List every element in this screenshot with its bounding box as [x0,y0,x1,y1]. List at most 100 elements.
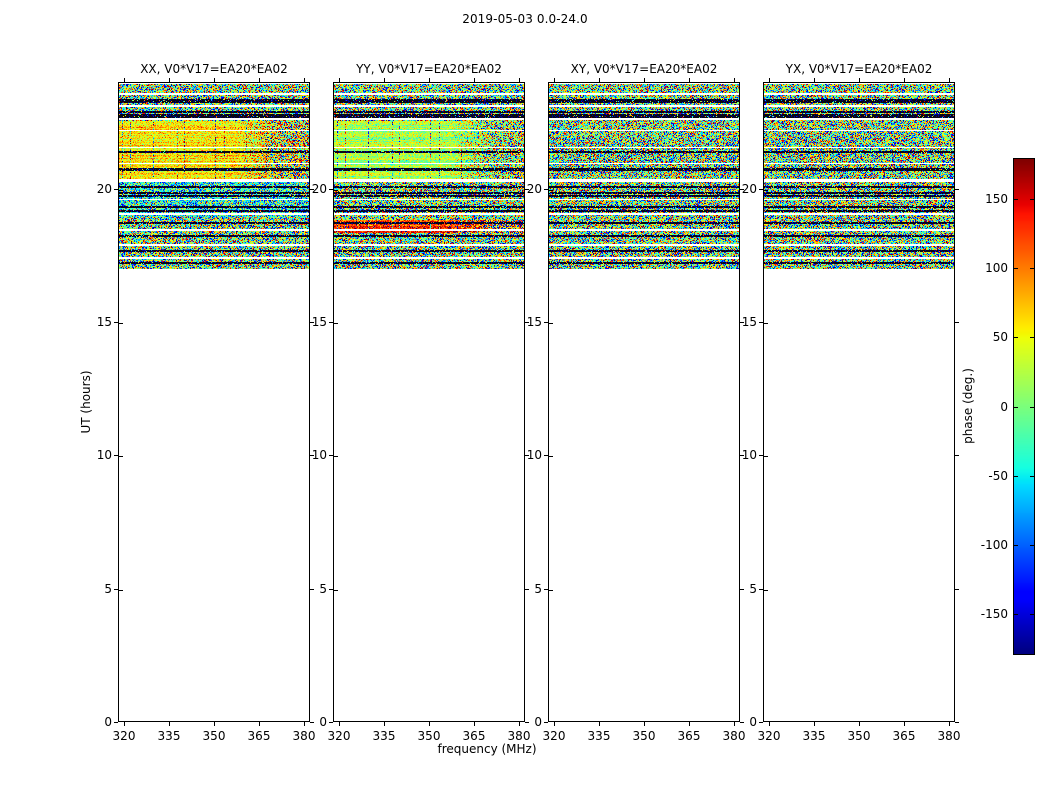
y-tick-mark [114,588,118,590]
y-tick-mark-inner [764,456,768,458]
x-tick-mark-top [304,78,305,82]
x-tick-label: 380 [292,729,316,743]
y-tick-mark [759,722,763,723]
axes-frame-xx [118,82,310,722]
x-tick-label: 320 [757,729,781,743]
y-tick-label: 5 [319,581,327,596]
colorbar-tick-mark [1013,268,1018,270]
y-tick-label: 5 [749,581,757,596]
y-tick-mark-inner [334,589,338,591]
y-tick-mark [759,322,763,323]
y-tick-mark-right [310,722,314,723]
y-tick-label: 15 [526,315,542,329]
y-tick-label: 0 [319,715,327,729]
y-tick-mark-right [955,188,959,190]
x-tick-mark [339,722,340,726]
y-tick-mark-inner [119,456,123,458]
y-tick-mark [329,322,333,323]
x-tick-mark [519,722,520,726]
x-tick-label: 350 [632,729,656,743]
y-tick-mark-right [740,588,744,590]
y-tick-mark-inner [764,323,768,324]
colorbar-tick-label: -100 [980,537,1008,552]
y-tick-mark-inner [549,456,553,458]
x-tick-mark-top [259,78,260,82]
x-tick-label: 380 [507,729,531,743]
y-tick-label: 20 [741,181,757,196]
y-tick-label: 20 [526,181,542,196]
y-tick-mark-right [525,188,529,190]
y-tick-mark [759,188,763,190]
axes-frame-yy [333,82,525,722]
y-tick-mark [329,455,333,457]
x-tick-label: 335 [372,729,396,743]
y-tick-mark [759,455,763,457]
panel-title-yx: YX, V0*V17=EA20*EA02 [785,62,933,76]
y-tick-label: 15 [311,315,327,329]
x-tick-mark [814,722,815,726]
y-tick-mark-right [525,588,529,590]
y-tick-label: 10 [741,448,757,463]
y-tick-mark [114,188,118,190]
y-tick-mark-inner [334,456,338,458]
colorbar-tick-mark-right [1030,475,1035,477]
panel-title-yy: YY, V0*V17=EA20*EA02 [356,62,502,76]
colorbar-tick-mark-right [1030,199,1035,201]
x-tick-mark [554,722,555,726]
x-tick-mark [169,722,170,726]
y-tick-label: 10 [311,448,327,463]
colorbar-tick-mark [1013,613,1018,615]
x-tick-mark-top [859,78,860,82]
y-tick-mark-right [740,322,744,323]
heatmap-image-yy [334,83,524,721]
panel-yx[interactable]: YX, V0*V17=EA20*EA02 0 5 10 15 20 320 335 350 36… [742,62,961,743]
x-tick-label: 365 [247,729,271,743]
y-tick-mark [544,722,548,723]
x-tick-mark-top [474,78,475,82]
y-tick-mark-inner [549,323,553,324]
colorbar-tick-mark [1013,475,1018,477]
panel-title-xx: XX, V0*V17=EA20*EA02 [140,62,288,76]
y-tick-label: 5 [104,581,112,596]
y-tick-label: 15 [741,315,757,329]
x-tick-mark-top [169,78,170,82]
x-tick-mark [384,722,385,726]
x-tick-mark-top [949,78,950,82]
x-tick-mark [734,722,735,726]
y-tick-mark-inner [119,189,123,191]
x-tick-mark-top [814,78,815,82]
y-tick-mark-inner [334,323,338,324]
y-tick-mark-right [525,722,529,723]
x-tick-label: 365 [462,729,486,743]
y-tick-mark [544,455,548,457]
y-tick-mark [544,188,548,190]
colorbar-tick-mark [1013,199,1018,201]
colorbar-tick-mark-right [1030,613,1035,615]
panel-yy[interactable]: YY, V0*V17=EA20*EA02 0 5 10 15 20 320 335 350 36… [312,62,531,743]
y-tick-mark-right [955,722,959,723]
y-tick-label: 0 [749,715,757,729]
heatmap-image-xx [119,83,309,721]
colorbar[interactable]: 150 100 50 0 -50 -100 -150 [981,158,1035,655]
y-tick-mark-right [740,722,744,723]
y-tick-mark-inner [764,189,768,191]
x-tick-label: 365 [892,729,916,743]
colorbar-tick-label: 0 [1000,399,1008,414]
panel-xx[interactable]: XX, V0*V17=EA20*EA02 0 5 10 15 20 320 335 350 36… [97,62,316,743]
x-tick-label: 335 [802,729,826,743]
y-tick-mark-inner [119,589,123,591]
x-tick-label: 320 [542,729,566,743]
colorbar-tick-mark-right [1030,544,1035,546]
x-tick-mark [429,722,430,726]
panel-xy[interactable]: XY, V0*V17=EA20*EA02 0 5 10 15 20 320 335 350 36… [527,62,746,743]
y-tick-label: 20 [311,181,327,196]
x-tick-mark [949,722,950,726]
x-tick-mark-top [429,78,430,82]
figure-suptitle: 2019-05-03 0.0-24.0 [462,12,588,26]
y-tick-label: 5 [534,581,542,596]
colorbar-label: phase (deg.) [961,368,975,444]
x-tick-mark-top [554,78,555,82]
axes-frame-xy [548,82,740,722]
y-tick-mark [544,322,548,323]
